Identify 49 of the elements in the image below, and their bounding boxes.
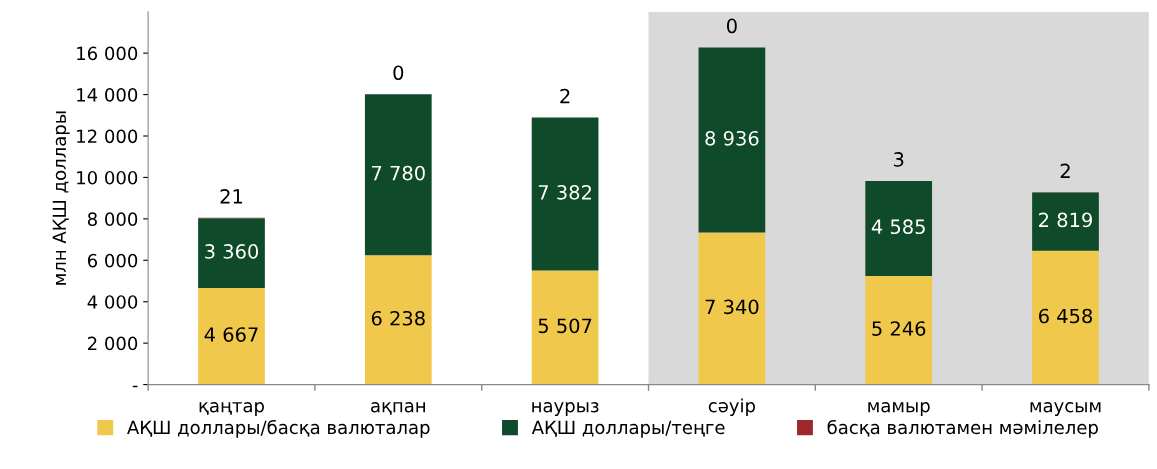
data-label: 8 936	[705, 130, 759, 146]
bar	[364, 255, 432, 385]
data-label: 7 382	[538, 184, 591, 200]
data-label: 2	[560, 88, 570, 104]
bar	[531, 117, 599, 271]
y-tick-label: -	[132, 385, 138, 388]
x-tick-label: сәуір	[708, 398, 756, 416]
legend-label: АҚШ доллары/басқа валюталар	[127, 419, 430, 438]
bar	[865, 180, 933, 276]
data-label: 0	[393, 65, 404, 81]
data-label: 7 340	[705, 299, 759, 315]
data-label: 2 819	[1039, 212, 1092, 228]
x-tick-label: ақпан	[371, 402, 425, 415]
x-tick-label: наурыз	[532, 402, 599, 416]
data-label: 2	[1060, 163, 1070, 178]
x-tick-label: мамыр	[868, 402, 930, 416]
bar	[698, 232, 766, 385]
bar	[865, 275, 933, 385]
data-label: 5 246	[872, 321, 926, 336]
data-label: 3	[894, 152, 904, 167]
legend-label: басқа валютамен мәмілелер	[827, 419, 1098, 438]
data-label: 7 780	[372, 165, 425, 181]
data-label: 6 238	[371, 310, 425, 326]
y-tick-label: 2 000	[88, 336, 138, 351]
bar	[198, 218, 265, 288]
y-axis-title: млн АҚШ доллары	[52, 111, 70, 285]
bar	[1032, 250, 1099, 385]
bar	[364, 94, 432, 256]
y-tick-label: 16 000	[77, 46, 138, 61]
x-tick-label: қаңтар	[199, 402, 264, 416]
bar	[698, 47, 766, 233]
data-label: 5 507	[538, 318, 592, 334]
bar	[1032, 192, 1099, 251]
bar	[198, 287, 265, 385]
legend-label: АҚШ доллары/теңге	[531, 420, 725, 438]
y-tick-label: 6 000	[87, 253, 138, 268]
bar	[531, 270, 599, 385]
data-label: 3 360	[205, 244, 259, 259]
data-label: 21	[220, 189, 243, 204]
data-label: 4 667	[204, 327, 258, 342]
y-tick-label: 4 000	[87, 295, 138, 309]
y-tick-label: 12 000	[77, 129, 138, 144]
y-tick-label: 8 000	[87, 212, 138, 226]
data-label: 0	[727, 18, 737, 34]
data-label: 4 585	[871, 219, 925, 235]
data-label: 6 458	[1039, 308, 1092, 324]
y-tick-label: 14 000	[77, 88, 138, 102]
x-tick-label: маусым	[1030, 402, 1101, 416]
y-tick-label: 10 000	[77, 170, 138, 185]
